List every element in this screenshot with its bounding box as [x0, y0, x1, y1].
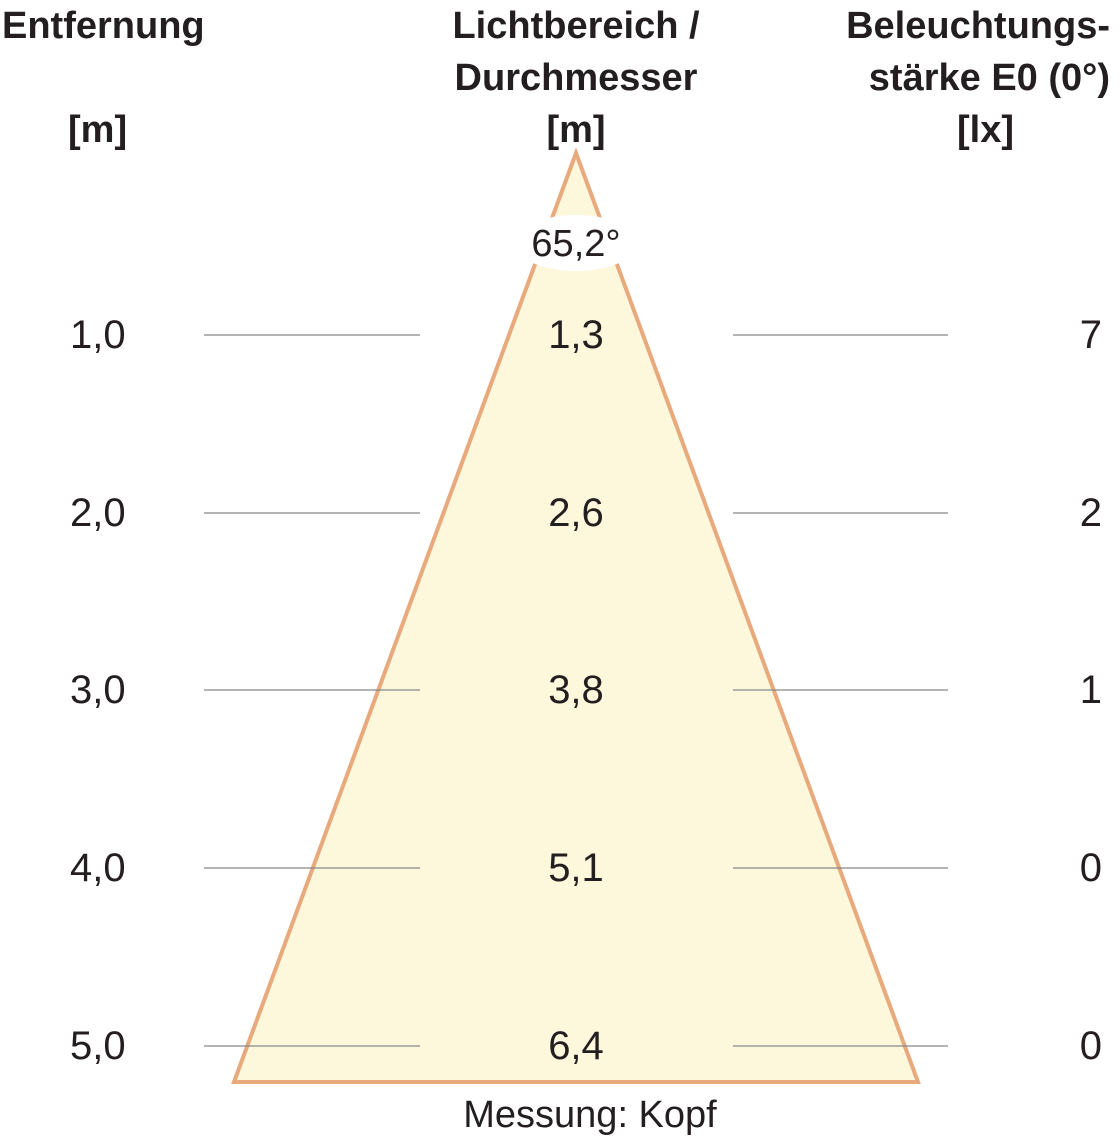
illuminance-header: Beleuchtungs- stärke E0 (0°) [lx] — [840, 0, 1110, 156]
row-distance-value: 5,0 — [70, 1024, 126, 1068]
row-diameter-value: 5,1 — [548, 846, 604, 890]
row-illuminance-value: 0 — [1079, 1024, 1102, 1068]
row-distance-value: 3,0 — [70, 668, 126, 712]
diameter-header-line1: Lichtbereich / — [452, 5, 700, 47]
row-diameter-value: 3,8 — [548, 668, 604, 712]
beam-angle-label: 65,2° — [531, 223, 621, 265]
diameter-header: Lichtbereich / Durchmesser [m] — [426, 0, 726, 156]
row-illuminance-value: 0 — [1079, 846, 1102, 890]
illuminance-header-unit: [lx] — [957, 109, 1014, 151]
row-diameter-value: 6,4 — [548, 1024, 604, 1068]
illuminance-header-line1: Beleuchtungs- — [846, 5, 1110, 47]
distance-header-label: Entfernung — [2, 5, 205, 47]
row-distance-value: 4,0 — [70, 846, 126, 890]
row-diameter-value: 2,6 — [548, 491, 604, 535]
light-cone — [231, 147, 921, 1084]
diameter-header-unit: [m] — [546, 109, 606, 151]
row-diameter-value: 1,3 — [548, 313, 604, 357]
illuminance-header-line2: stärke E0 (0°) — [868, 57, 1110, 99]
row-illuminance-value: 1 — [1079, 668, 1102, 712]
measurement-note: Messung: Kopf — [463, 1094, 717, 1136]
guide-lines — [204, 334, 948, 1047]
diameter-header-line2: Durchmesser — [454, 57, 698, 99]
row-illuminance-value: 7 — [1079, 313, 1102, 357]
row-distance-value: 2,0 — [70, 491, 126, 535]
distance-header-unit: [m] — [68, 109, 128, 151]
row-distance-value: 1,0 — [70, 313, 126, 357]
row-illuminance-value: 2 — [1079, 491, 1102, 535]
distance-header: Entfernung [m] — [2, 0, 205, 156]
angle-label-mask — [514, 215, 638, 271]
